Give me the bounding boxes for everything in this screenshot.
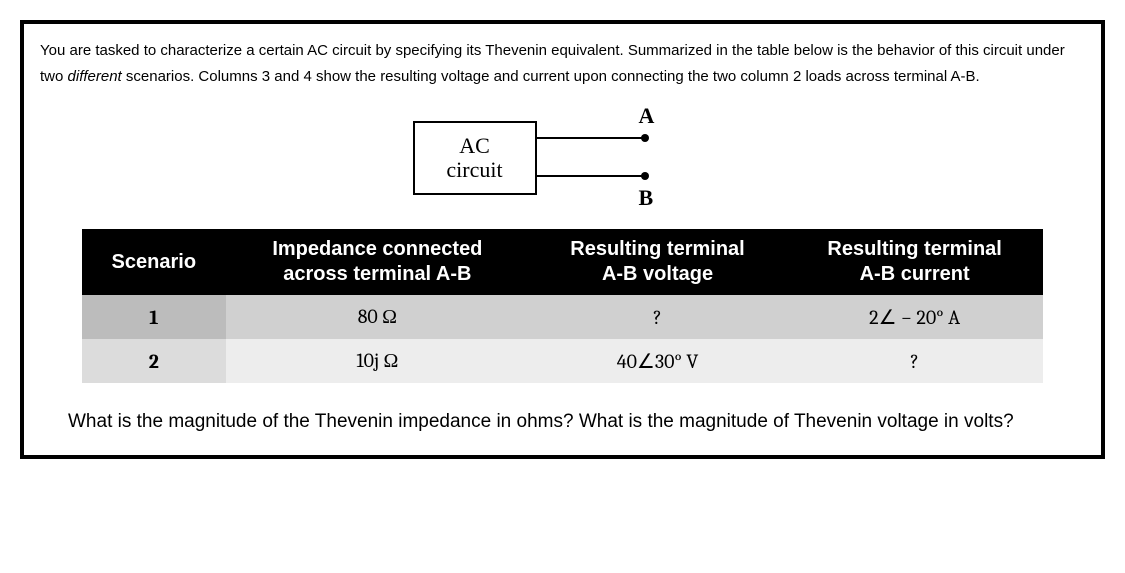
problem-frame: You are tasked to characterize a certain…	[20, 20, 1105, 459]
th-scenario: Scenario	[82, 229, 226, 295]
th-voltage: Resulting terminal A-B voltage	[529, 229, 786, 295]
wire-bottom	[535, 175, 645, 177]
th-current-l1: Resulting terminal	[827, 238, 1001, 260]
intro-text-2: scenarios. Columns 3 and 4 show the resu…	[122, 68, 980, 85]
cell-voltage-2: 40∠30° V	[529, 339, 786, 383]
th-impedance-l1: Impedance connected	[272, 238, 482, 260]
table-row: 2 10j Ω 40∠30° V ?	[82, 339, 1043, 383]
intro-paragraph: You are tasked to characterize a certain…	[40, 38, 1085, 89]
th-current-l2: A-B current	[860, 263, 970, 285]
th-voltage-l2: A-B voltage	[602, 263, 713, 285]
terminal-node-a	[641, 134, 649, 142]
cell-scenario-2: 2	[82, 339, 226, 383]
cell-scenario-1: 1	[82, 295, 226, 339]
table-row: 1 80 Ω ? 2∠ − 20° A	[82, 295, 1043, 339]
cell-voltage-1: ?	[529, 295, 786, 339]
cell-current-1: 2∠ − 20° A	[786, 295, 1043, 339]
th-current: Resulting terminal A-B current	[786, 229, 1043, 295]
table-header-row: Scenario Impedance connected across term…	[82, 229, 1043, 295]
box-label-line1: AC	[459, 134, 490, 158]
terminal-label-a: A	[639, 103, 655, 129]
intro-text-italic: different	[68, 68, 122, 85]
th-scenario-text: Scenario	[112, 251, 196, 273]
ac-circuit-box: AC circuit	[413, 121, 537, 195]
terminal-node-b	[641, 172, 649, 180]
cell-impedance-1: 80 Ω	[226, 295, 529, 339]
th-voltage-l1: Resulting terminal	[570, 238, 744, 260]
cell-current-2: ?	[786, 339, 1043, 383]
wire-top	[535, 137, 645, 139]
th-impedance: Impedance connected across terminal A-B	[226, 229, 529, 295]
box-label-line2: circuit	[446, 158, 502, 182]
scenario-table: Scenario Impedance connected across term…	[82, 229, 1043, 383]
th-impedance-l2: across terminal A-B	[283, 263, 471, 285]
cell-impedance-2: 10j Ω	[226, 339, 529, 383]
terminal-label-b: B	[639, 185, 654, 211]
circuit-diagram: AC circuit A B	[40, 101, 1085, 211]
question-text: What is the magnitude of the Thevenin im…	[40, 411, 1085, 433]
